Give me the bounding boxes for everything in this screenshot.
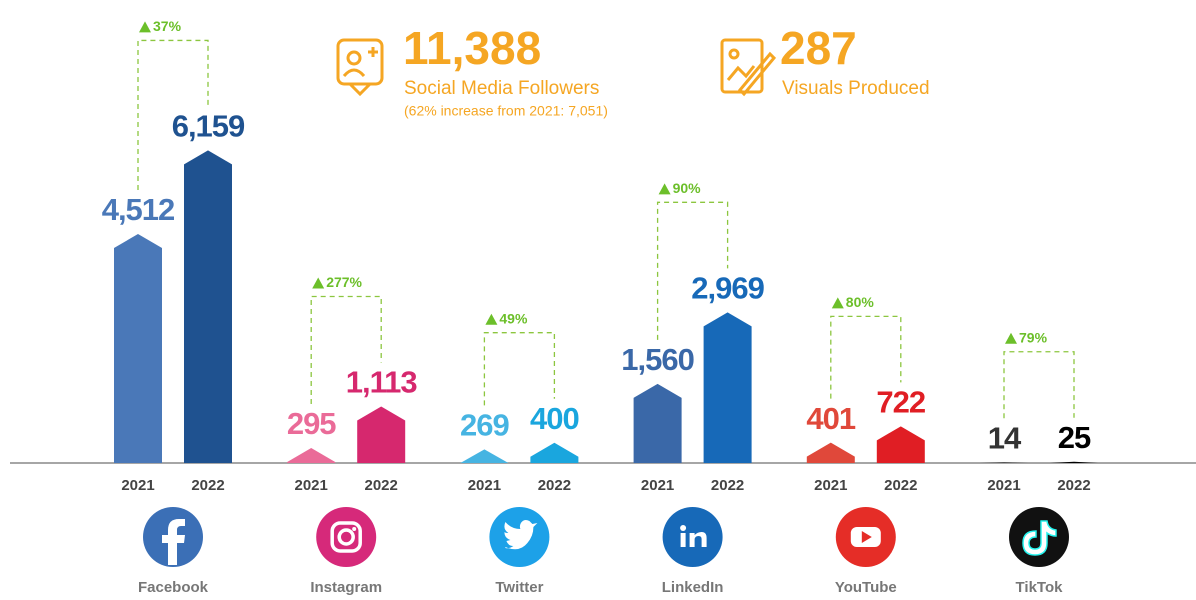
growth-bracket (484, 333, 554, 406)
value-label: 269 (460, 408, 509, 443)
bar (357, 407, 405, 463)
platform-name: LinkedIn (662, 579, 724, 596)
bar (114, 234, 162, 463)
year-label: 2022 (538, 477, 571, 494)
growth-arrow (1005, 333, 1017, 344)
growth-label: 49% (499, 310, 528, 326)
visuals-label: Visuals Produced (782, 78, 930, 99)
year-label: 2022 (711, 477, 744, 494)
year-label: 2021 (468, 477, 501, 494)
followers-note: (62% increase from 2021: 7,051) (404, 103, 608, 119)
year-label: 2022 (365, 477, 398, 494)
value-label: 722 (876, 385, 925, 420)
platform-name: YouTube (835, 579, 897, 596)
year-label: 2021 (814, 477, 847, 494)
growth-label: 90% (673, 180, 702, 196)
platform-icon (316, 507, 376, 567)
value-label: 2,969 (691, 271, 764, 306)
growth-label: 79% (1019, 329, 1048, 345)
icon-circle (1009, 507, 1069, 567)
platform-icon (143, 507, 203, 567)
growth-arrow (659, 183, 671, 194)
year-label: 2022 (884, 477, 917, 494)
platform-name: TikTok (1016, 579, 1064, 596)
value-label: 1,113 (346, 365, 418, 400)
icon-glyph (352, 527, 356, 531)
growth-label: 80% (846, 294, 875, 310)
icon-circle (316, 507, 376, 567)
visuals-icon (722, 40, 774, 94)
followers-count: 11,388 (403, 22, 541, 74)
year-label: 2022 (1057, 477, 1090, 494)
year-label: 2021 (295, 477, 328, 494)
platform-icon (663, 507, 723, 567)
platform-name: Twitter (495, 579, 543, 596)
value-label: 6,159 (172, 109, 245, 144)
bar (460, 449, 508, 463)
growth-label: 37% (153, 18, 182, 34)
platform-name: Facebook (138, 579, 209, 596)
year-label: 2021 (987, 477, 1020, 494)
growth-arrow (139, 21, 151, 32)
value-label: 400 (530, 401, 579, 436)
bar (530, 443, 578, 463)
value-label: 295 (287, 406, 336, 441)
bar (184, 150, 232, 463)
growth-bracket (1004, 352, 1074, 419)
infographic: 11,388 Social Media Followers (62% incre… (0, 0, 1196, 600)
growth-arrow (312, 278, 324, 289)
value-label: 401 (806, 401, 855, 436)
visuals-count: 287 (780, 22, 857, 74)
icon-glyph (680, 525, 686, 531)
bar (877, 426, 925, 463)
bar (634, 384, 682, 463)
platform-icon (836, 507, 896, 567)
bar (704, 312, 752, 463)
year-label: 2022 (191, 477, 224, 494)
year-label: 2021 (121, 477, 154, 494)
value-label: 4,512 (102, 192, 175, 227)
platform-name: Instagram (310, 579, 382, 596)
followers-label: Social Media Followers (404, 78, 599, 99)
icon-glyph (681, 533, 686, 547)
followers-icon (338, 40, 382, 94)
bar (287, 448, 335, 463)
bar (807, 443, 855, 463)
value-label: 1,560 (621, 342, 694, 377)
year-label: 2021 (641, 477, 674, 494)
growth-arrow (832, 297, 844, 308)
platform-icon (489, 507, 549, 567)
value-label: 14 (988, 420, 1022, 455)
growth-label: 277% (326, 274, 362, 290)
platform-icon (1009, 507, 1069, 567)
value-label: 25 (1058, 420, 1091, 455)
growth-arrow (485, 314, 497, 325)
